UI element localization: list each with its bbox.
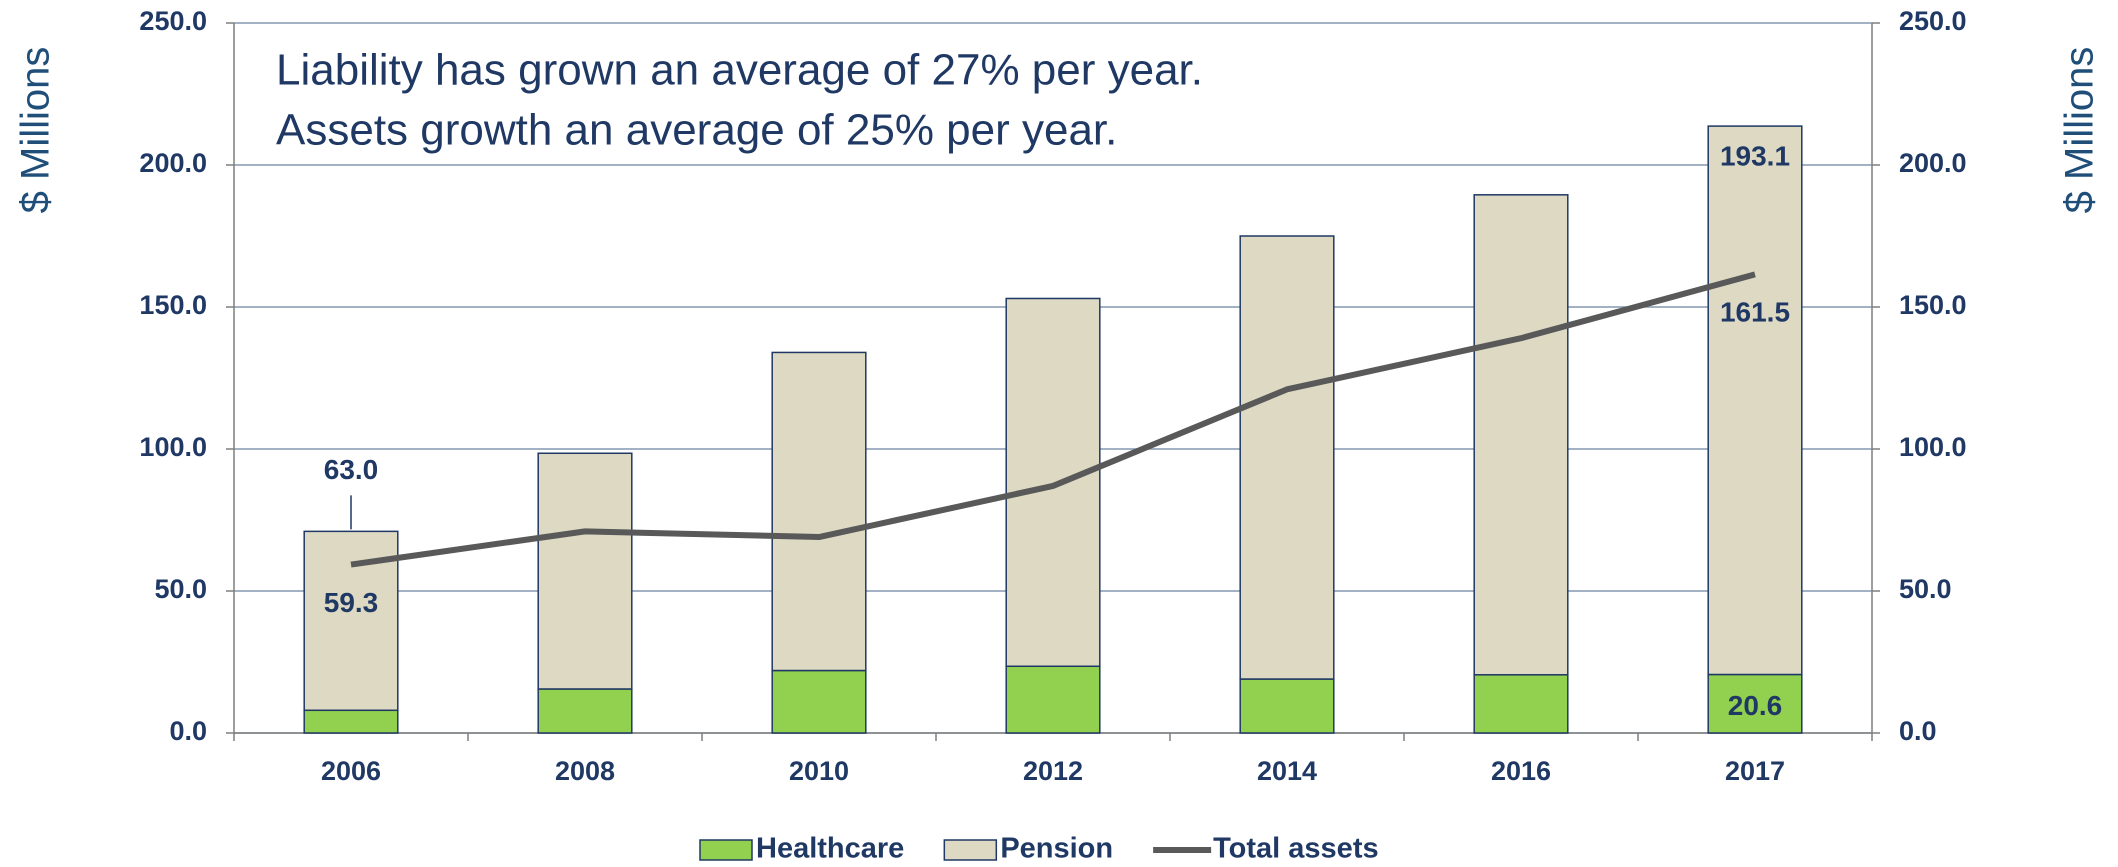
- x-tick-label: 2017: [1725, 756, 1785, 786]
- bar: [303, 709, 399, 734]
- x-tick-label: 2012: [1023, 756, 1083, 786]
- legend-label: Healthcare: [756, 833, 904, 865]
- annotation: Assets growth an average of 25% per year…: [276, 106, 1117, 155]
- bar: [1707, 673, 1803, 734]
- annotation: Liability has grown an average of 27% pe…: [276, 46, 1203, 95]
- y-tick-label: 200.0: [139, 148, 207, 178]
- legend-label: Total assets: [1213, 833, 1378, 865]
- data-label: 20.6: [1728, 690, 1783, 721]
- bar: [1473, 194, 1569, 676]
- bar: [1005, 297, 1101, 668]
- x-tick-label: 2016: [1491, 756, 1551, 786]
- y2-tick-label: 50.0: [1899, 574, 1952, 604]
- y2-tick-label: 150.0: [1899, 290, 1967, 320]
- bar: [771, 669, 867, 734]
- data-label: 193.1: [1720, 140, 1790, 171]
- y-axis-title: $ Millions: [14, 47, 58, 214]
- y-tick-label: 250.0: [139, 6, 207, 36]
- legend-swatch: [699, 839, 753, 861]
- bar: [1473, 674, 1569, 734]
- y2-tick-label: 200.0: [1899, 148, 1967, 178]
- bar: [537, 688, 633, 734]
- data-label: 59.3: [324, 587, 379, 618]
- y2-tick-label: 100.0: [1899, 432, 1967, 462]
- legend-label: Pension: [1000, 833, 1113, 865]
- y-tick-label: 50.0: [154, 574, 207, 604]
- x-tick-label: 2014: [1257, 756, 1317, 786]
- legend-swatch: [943, 839, 998, 861]
- x-tick-label: 2006: [321, 756, 381, 786]
- y-tick-label: 100.0: [139, 432, 207, 462]
- data-label: 161.5: [1720, 297, 1790, 328]
- y2-tick-label: 250.0: [1899, 6, 1967, 36]
- bar: [1707, 125, 1803, 676]
- bar: [537, 452, 633, 690]
- x-tick-label: 2008: [555, 756, 615, 786]
- y2-tick-label: 0.0: [1899, 716, 1937, 746]
- bar: [1239, 235, 1335, 680]
- bar: [1005, 665, 1101, 734]
- x-tick-label: 2010: [789, 756, 849, 786]
- bar: [771, 351, 867, 672]
- data-label: 63.0: [324, 454, 379, 485]
- y-tick-label: 150.0: [139, 290, 207, 320]
- bar: [1239, 678, 1335, 734]
- y2-axis-title: $ Millions: [2058, 47, 2102, 214]
- y-tick-label: 0.0: [169, 716, 207, 746]
- line: [350, 271, 1756, 568]
